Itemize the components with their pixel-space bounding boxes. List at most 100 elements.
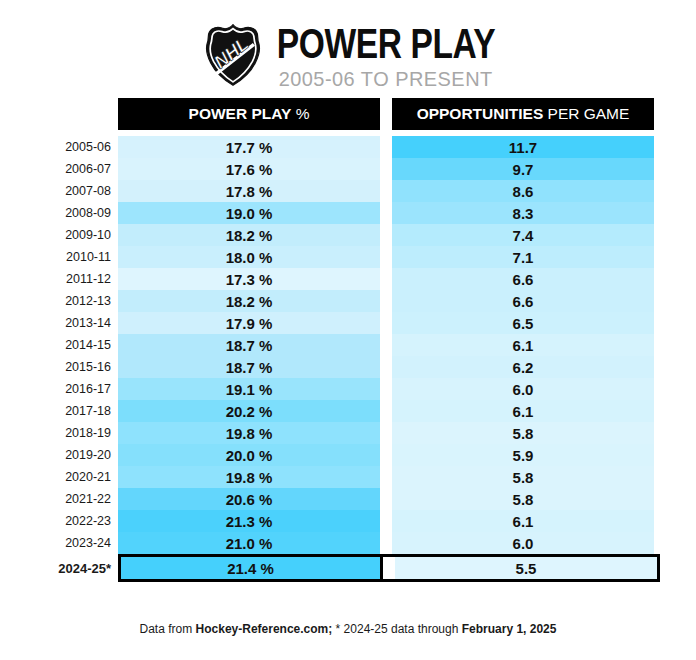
footnote-text: Data from: [140, 622, 196, 636]
power-play-table: POWER PLAY % OPPORTUNITIES PER GAME 2005…: [0, 98, 696, 582]
season-label: 2009-10: [0, 224, 118, 246]
column-gap: [380, 180, 392, 202]
table-row: 2019-20 20.0 % 5.9: [0, 444, 696, 466]
season-label: 2006-07: [0, 158, 118, 180]
power-play-pct-cell: 19.0 %: [118, 202, 380, 224]
opportunities-cell: 5.5: [395, 557, 657, 579]
footnote-source: Hockey-Reference.com;: [196, 622, 333, 636]
season-label: 2010-11: [0, 246, 118, 268]
column-gap: [380, 136, 392, 158]
table-row: 2009-10 18.2 % 7.4: [0, 224, 696, 246]
power-play-pct-cell: 18.0 %: [118, 246, 380, 268]
column-gap: [380, 312, 392, 334]
season-label: 2023-24: [0, 532, 118, 554]
opportunities-cell: 5.8: [392, 488, 654, 510]
table-row: 2006-07 17.6 % 9.7: [0, 158, 696, 180]
power-play-pct-cell: 17.6 %: [118, 158, 380, 180]
opportunities-cell: 6.1: [392, 334, 654, 356]
table-header-row: POWER PLAY % OPPORTUNITIES PER GAME: [0, 98, 696, 130]
power-play-pct-cell: 21.0 %: [118, 532, 380, 554]
opportunities-cell: 9.7: [392, 158, 654, 180]
table-row: 2014-15 18.7 % 6.1: [0, 334, 696, 356]
footnote-date: February 1, 2025: [462, 622, 557, 636]
page-subtitle: 2005-06 TO PRESENT: [279, 68, 493, 89]
table-row: 2005-06 17.7 % 11.7: [0, 136, 696, 158]
column-gap: [380, 158, 392, 180]
table-row: 2017-18 20.2 % 6.1: [0, 400, 696, 422]
column-header-light: %: [291, 105, 309, 123]
column-header-opportunities: OPPORTUNITIES PER GAME: [392, 98, 654, 130]
season-label: 2022-23: [0, 510, 118, 532]
opportunities-cell: 6.6: [392, 268, 654, 290]
table-row: 2012-13 18.2 % 6.6: [0, 290, 696, 312]
header-label-spacer: [0, 98, 118, 130]
power-play-pct-cell: 20.2 %: [118, 400, 380, 422]
opportunities-cell: 11.7: [392, 136, 654, 158]
column-gap: [380, 378, 392, 400]
season-label: 2012-13: [0, 290, 118, 312]
opportunities-cell: 5.9: [392, 444, 654, 466]
opportunities-cell: 6.1: [392, 510, 654, 532]
table-row: 2020-21 19.8 % 5.8: [0, 466, 696, 488]
table-row: 2018-19 19.8 % 5.8: [0, 422, 696, 444]
season-label: 2016-17: [0, 378, 118, 400]
masthead: NHL POWER PLAY 2005-06 TO PRESENT: [0, 0, 696, 98]
table-row: 2021-22 20.6 % 5.8: [0, 488, 696, 510]
power-play-pct-cell: 20.6 %: [118, 488, 380, 510]
table-row: 2016-17 19.1 % 6.0: [0, 378, 696, 400]
column-gap: [380, 246, 392, 268]
table-row: 2008-09 19.0 % 8.3: [0, 202, 696, 224]
power-play-pct-cell: 17.3 %: [118, 268, 380, 290]
table-row: 2022-23 21.3 % 6.1: [0, 510, 696, 532]
table-row: 2010-11 18.0 % 7.1: [0, 246, 696, 268]
power-play-pct-cell: 18.2 %: [118, 224, 380, 246]
column-gap: [380, 202, 392, 224]
table-row: 2023-24 21.0 % 6.0: [0, 532, 696, 554]
column-gap: [380, 268, 392, 290]
season-label: 2018-19: [0, 422, 118, 444]
column-header-light: PER GAME: [543, 105, 629, 123]
power-play-pct-cell: 21.3 %: [118, 510, 380, 532]
column-gap: [380, 532, 392, 554]
season-label: 2021-22: [0, 488, 118, 510]
table-body: 2005-06 17.7 % 11.7 2006-07 17.6 % 9.7 2…: [0, 136, 696, 582]
power-play-pct-cell: 18.2 %: [118, 290, 380, 312]
power-play-pct-cell: 21.4 %: [121, 557, 383, 579]
season-label: 2013-14: [0, 312, 118, 334]
season-label: 2024-25*: [0, 554, 118, 582]
column-gap: [380, 510, 392, 532]
opportunities-cell: 7.1: [392, 246, 654, 268]
season-label: 2019-20: [0, 444, 118, 466]
table-row: 2011-12 17.3 % 6.6: [0, 268, 696, 290]
column-gap: [380, 334, 392, 356]
season-label: 2011-12: [0, 268, 118, 290]
opportunities-cell: 6.2: [392, 356, 654, 378]
power-play-pct-cell: 19.8 %: [118, 422, 380, 444]
power-play-pct-cell: 17.8 %: [118, 180, 380, 202]
power-play-pct-cell: 17.9 %: [118, 312, 380, 334]
table-row: 2013-14 17.9 % 6.5: [0, 312, 696, 334]
column-gap: [380, 466, 392, 488]
opportunities-cell: 6.0: [392, 378, 654, 400]
column-gap: [380, 400, 392, 422]
power-play-pct-cell: 18.7 %: [118, 356, 380, 378]
column-gap: [380, 444, 392, 466]
column-gap: [380, 356, 392, 378]
column-gap: [383, 557, 395, 579]
column-header-strong: POWER PLAY: [189, 105, 292, 123]
season-label: 2008-09: [0, 202, 118, 224]
opportunities-cell: 6.6: [392, 290, 654, 312]
column-header-power-play-pct: POWER PLAY %: [118, 98, 380, 130]
power-play-pct-cell: 19.8 %: [118, 466, 380, 488]
table-row: 2024-25* 21.4 % 5.5: [0, 554, 696, 582]
power-play-pct-cell: 18.7 %: [118, 334, 380, 356]
opportunities-cell: 5.8: [392, 466, 654, 488]
opportunities-cell: 7.4: [392, 224, 654, 246]
power-play-pct-cell: 20.0 %: [118, 444, 380, 466]
column-header-strong: OPPORTUNITIES: [417, 105, 544, 123]
table-row: 2015-16 18.7 % 6.2: [0, 356, 696, 378]
table-row: 2007-08 17.8 % 8.6: [0, 180, 696, 202]
season-label: 2020-21: [0, 466, 118, 488]
column-gap: [380, 224, 392, 246]
source-footnote: Data from Hockey-Reference.com; * 2024-2…: [0, 622, 696, 636]
